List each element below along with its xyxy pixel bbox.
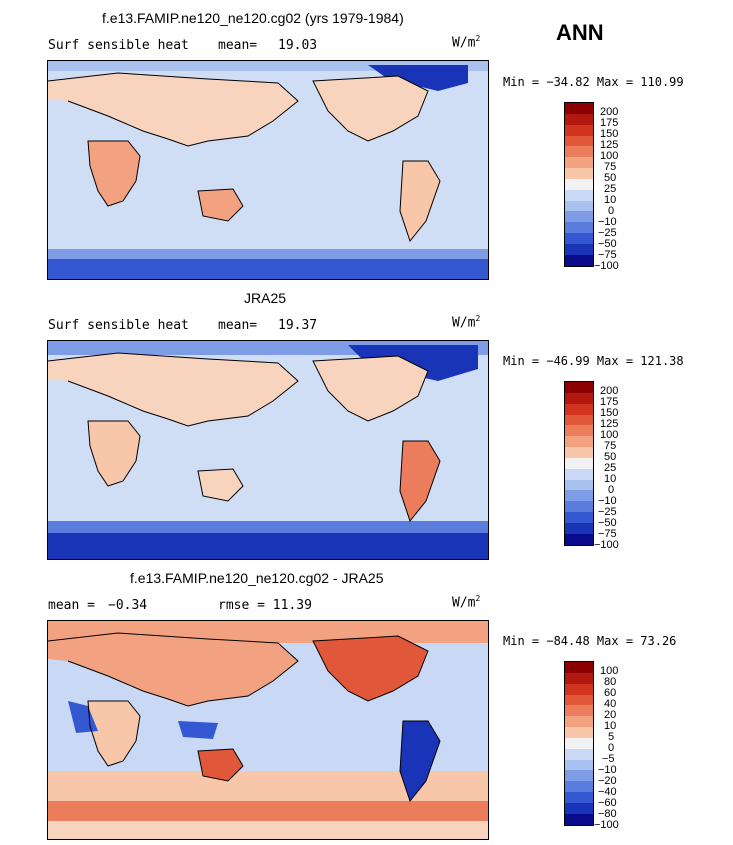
units-sup: 2 xyxy=(475,594,481,603)
panel2-minmax: Min = −46.99 Max = 121.38 xyxy=(503,354,684,368)
panel3-mean-value: −0.34 xyxy=(108,598,148,613)
panel2-variable: Surf sensible heat xyxy=(48,318,189,333)
units-sup: 2 xyxy=(475,314,481,323)
panel2-level-11: −25 xyxy=(598,506,617,518)
panel1-level-3: 125 xyxy=(600,139,619,151)
panel3-level-9: −10 xyxy=(598,764,617,776)
panel1-mean-label: mean= xyxy=(218,38,258,53)
panel2-level-9: 0 xyxy=(608,484,615,496)
panel1-level-7: 25 xyxy=(604,183,617,195)
panel3-colorbar xyxy=(564,661,594,826)
panel1-level-13: −75 xyxy=(598,249,617,261)
panel3-level-13: −80 xyxy=(598,808,617,820)
panel2-level-10: −10 xyxy=(598,495,617,507)
panel2-level-14: −100 xyxy=(594,539,619,551)
panel1-level-12: −50 xyxy=(598,238,617,250)
panel1-colorbar xyxy=(564,102,594,267)
panel1-level-1: 175 xyxy=(600,117,619,129)
panel3-level-14: −100 xyxy=(594,819,619,831)
panel2-map xyxy=(47,340,489,560)
panel3-units: W/m2 xyxy=(452,594,480,610)
panel2-level-7: 25 xyxy=(604,462,617,474)
units-text: W/m xyxy=(452,315,476,331)
panel2-colorbar xyxy=(564,381,594,546)
panel2-level-13: −75 xyxy=(598,528,617,540)
panel1-level-14: −100 xyxy=(594,260,619,272)
panel2-level-5: 75 xyxy=(604,440,617,452)
panel3-level-3: 40 xyxy=(604,698,617,710)
panel1-level-11: −25 xyxy=(598,227,617,239)
panel3-level-8: −5 xyxy=(602,753,615,765)
panel3-level-0: 100 xyxy=(600,665,619,677)
panel2-level-3: 125 xyxy=(600,418,619,430)
panel1-variable: Surf sensible heat xyxy=(48,38,189,53)
panel2-level-4: 100 xyxy=(600,429,619,441)
panel1-title: f.e13.FAMIP.ne120_ne120.cg02 (yrs 1979-1… xyxy=(102,10,404,26)
panel2-mean-label: mean= xyxy=(218,318,258,333)
panel3-level-5: 10 xyxy=(604,720,617,732)
panel2-map-svg xyxy=(48,341,488,559)
panel1-level-4: 100 xyxy=(600,150,619,162)
panel3-title: f.e13.FAMIP.ne120_ne120.cg02 - JRA25 xyxy=(130,570,384,586)
panel1-level-6: 50 xyxy=(604,172,617,184)
panel3-level-11: −40 xyxy=(598,786,617,798)
panel1-level-0: 200 xyxy=(600,106,619,118)
panel1-level-9: 0 xyxy=(608,205,615,217)
panel2-level-1: 175 xyxy=(600,396,619,408)
panel1-units: W/m2 xyxy=(452,34,480,50)
panel1-level-10: −10 xyxy=(598,216,617,228)
panel3-level-10: −20 xyxy=(598,775,617,787)
panel1-map-svg xyxy=(48,61,488,279)
panel1-level-8: 10 xyxy=(604,194,617,206)
panel2-mean-value: 19.37 xyxy=(278,318,318,333)
season-label: ANN xyxy=(556,20,604,45)
panel2-level-6: 50 xyxy=(604,451,617,463)
panel2-level-12: −50 xyxy=(598,517,617,529)
panel1-minmax: Min = −34.82 Max = 110.99 xyxy=(503,75,684,89)
panel3-level-7: 0 xyxy=(608,742,615,754)
panel3-level-4: 20 xyxy=(604,709,617,721)
panel3-map-svg xyxy=(48,621,488,839)
panel2-level-0: 200 xyxy=(600,385,619,397)
panel2-level-2: 150 xyxy=(600,407,619,419)
panel1-level-5: 75 xyxy=(604,161,617,173)
panel3-rmse: rmse = 11.39 xyxy=(218,598,312,613)
panel1-level-2: 150 xyxy=(600,128,619,140)
units-text: W/m xyxy=(452,595,476,611)
panel1-map xyxy=(47,60,489,280)
panel3-minmax: Min = −84.48 Max = 73.26 xyxy=(503,634,677,648)
panel3-level-12: −60 xyxy=(598,797,617,809)
panel2-level-8: 10 xyxy=(604,473,617,485)
panel3-map xyxy=(47,620,489,840)
panel3-level-6: 5 xyxy=(608,731,615,743)
panel1-mean-value: 19.03 xyxy=(278,38,318,53)
panel2-title: JRA25 xyxy=(244,290,287,306)
units-sup: 2 xyxy=(475,34,481,43)
panel3-level-2: 60 xyxy=(604,687,617,699)
units-text: W/m xyxy=(452,35,476,51)
panel3-mean-label: mean = xyxy=(48,598,95,613)
panel2-units: W/m2 xyxy=(452,314,480,330)
panel3-level-1: 80 xyxy=(604,676,617,688)
